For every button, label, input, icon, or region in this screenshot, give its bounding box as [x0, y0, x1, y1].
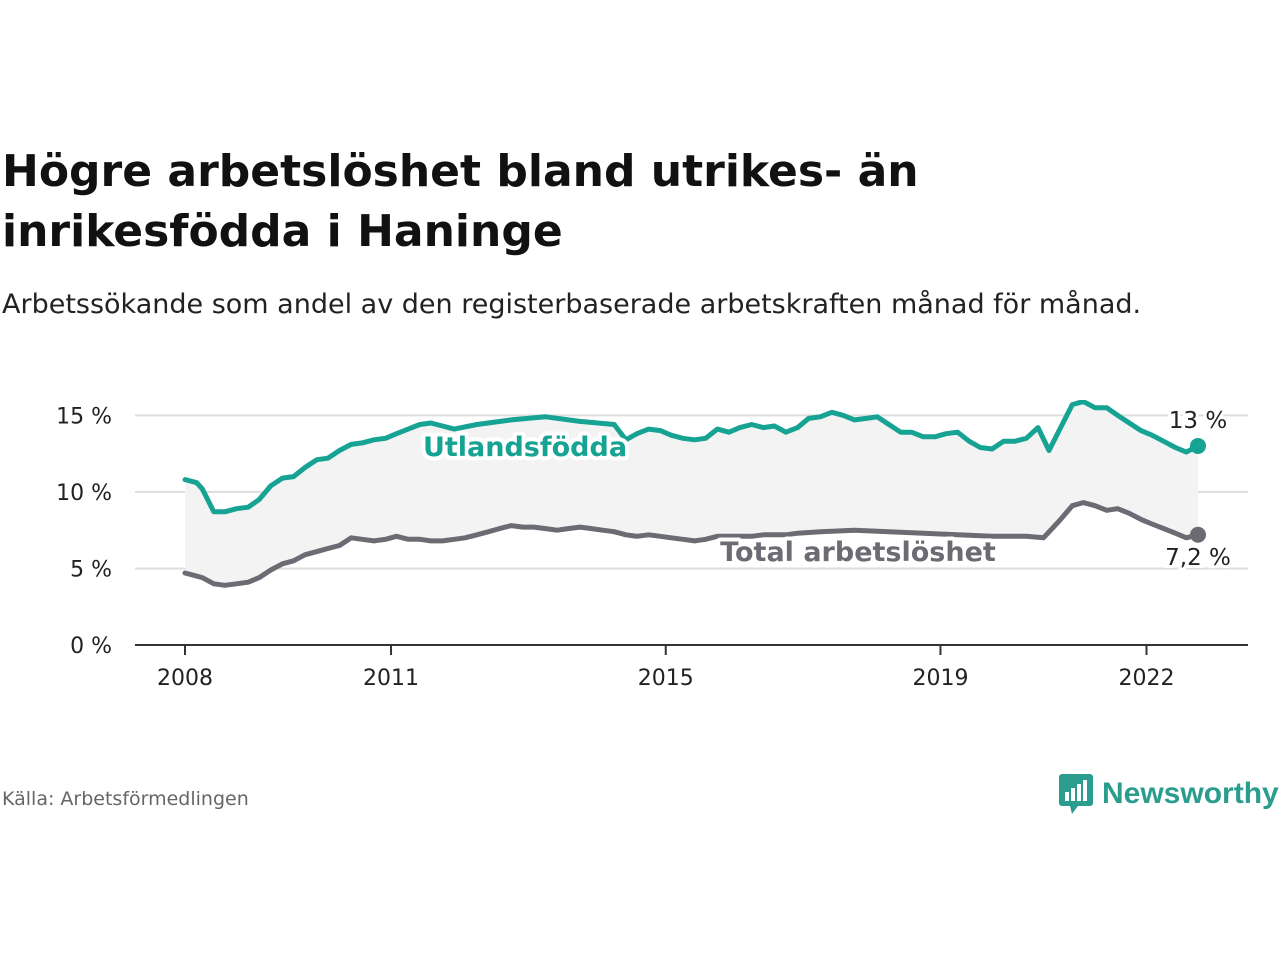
line-chart: 0 % 5 % 10 % 15 % 2008 2011 2015 2019 2022 Utlan…: [56, 400, 1248, 691]
axes: 0 % 5 % 10 % 15 % 2008 2011 2015 2019 2022: [56, 404, 1248, 691]
brand-logo: Newsworthy: [1058, 772, 1279, 816]
y-tick-label: 5 %: [70, 557, 112, 582]
series-label-utlandsfodda: Utlandsfödda: [423, 432, 627, 463]
series-line-utlandsfodda: [182, 400, 1201, 515]
x-tick-label: 2008: [157, 666, 213, 691]
end-marker-utlandsfodda: [1190, 437, 1206, 454]
difference-band: [185, 401, 1198, 586]
series-line-total: [182, 500, 1201, 588]
y-tick-label: 0 %: [70, 634, 112, 659]
end-marker-total: [1190, 526, 1206, 543]
series-lines: [182, 400, 1206, 588]
y-tick-label: 15 %: [56, 404, 112, 429]
x-tick-label: 2019: [912, 666, 968, 691]
x-tick-label: 2015: [638, 666, 694, 691]
y-tick-label: 10 %: [56, 481, 112, 506]
end-label-total: 7,2 %: [1165, 545, 1231, 571]
data-labels: Utlandsfödda Total arbetslöshet 13 % 7,2 %: [419, 405, 1234, 574]
chart-subtitle: Arbetssökande som andel av den registerb…: [2, 289, 1142, 320]
source-note: Källa: Arbetsförmedlingen: [2, 788, 249, 810]
brand-name: Newsworthy: [1102, 777, 1279, 810]
x-tick-label: 2022: [1118, 666, 1174, 691]
series-label-total: Total arbetslöshet: [720, 537, 996, 568]
x-tick-label: 2011: [363, 666, 419, 691]
band-area: [185, 401, 1198, 586]
end-label-utlandsfodda: 13 %: [1169, 408, 1227, 434]
chart-title: Högre arbetslöshet bland utrikes- än inr…: [2, 146, 919, 257]
newsworthy-logo-icon: [1059, 774, 1093, 814]
